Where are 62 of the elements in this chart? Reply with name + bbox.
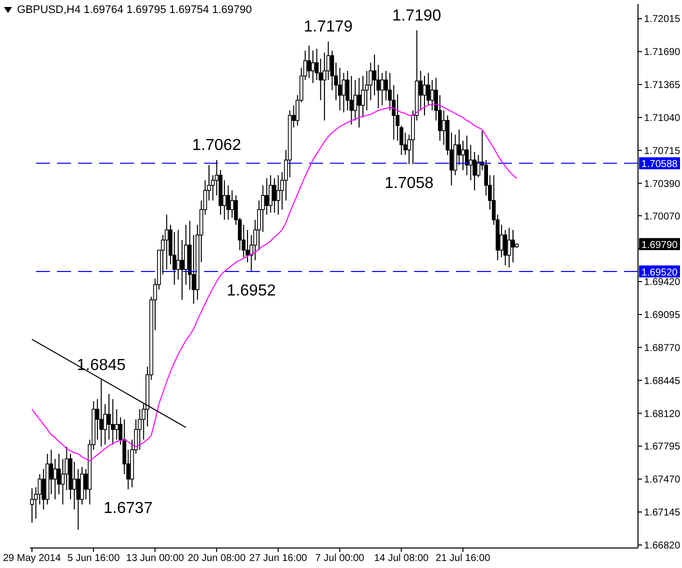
candlestick — [461, 140, 465, 171]
y-tick-label: 1.70390 — [644, 178, 681, 190]
candlestick — [114, 408, 119, 440]
y-tick-label: 1.68445 — [644, 376, 681, 387]
y-tick-label: 1.66820 — [644, 540, 681, 552]
candlestick — [357, 77, 361, 128]
annotation: 1.6952 — [226, 282, 276, 300]
y-tick-label: 1.71040 — [644, 113, 681, 124]
y-tick-label: 1.70070 — [644, 211, 681, 222]
candlestick — [246, 229, 250, 263]
y-tick-label: 1.71365 — [644, 80, 681, 92]
x-tick-label: 5 Jun 16:00 — [67, 553, 120, 564]
candlestick — [507, 227, 512, 268]
text: 1.69790 — [641, 240, 678, 252]
candlestick — [349, 75, 354, 126]
y-tick-label: 1.69095 — [644, 310, 681, 322]
candlestick — [338, 67, 342, 111]
candlestick — [268, 174, 272, 214]
candlestick — [342, 72, 346, 113]
candlestick — [176, 229, 180, 280]
candlestick — [107, 394, 111, 440]
x-tick-label: 20 Jun 08:00 — [188, 553, 246, 564]
candlestick — [311, 50, 315, 84]
candlestick — [503, 229, 508, 266]
annotation: 1.6737 — [104, 500, 153, 518]
annotation: 1.7062 — [192, 137, 242, 154]
y-tick-label: 1.72015 — [644, 14, 681, 26]
annotation: 1.6845 — [76, 356, 126, 374]
candlestick — [511, 229, 515, 263]
y-tick-label: 1.67470 — [644, 474, 681, 486]
annotation: 1.7179 — [304, 18, 353, 36]
y-tick-label: 1.69420 — [644, 277, 681, 288]
y-tick-label: 1.68120 — [644, 408, 681, 420]
annotation: 1.7190 — [392, 7, 442, 24]
candlestick — [272, 178, 276, 214]
candlestick — [430, 79, 434, 111]
ref-line-label: 1.69520 — [641, 267, 678, 278]
candlestick — [226, 184, 230, 220]
y-tick-label: 1.67145 — [644, 508, 681, 519]
candlestick — [30, 488, 34, 524]
x-tick-label: 13 Jun 00:00 — [126, 553, 184, 564]
candlestick — [264, 178, 269, 216]
x-tick-label: 14 Jul 08:00 — [374, 553, 430, 564]
y-tick-label: 1.68770 — [644, 342, 681, 354]
ref-line-label: 1.70588 — [641, 159, 678, 170]
x-tick-label: 7 Jul 00:00 — [315, 553, 365, 564]
chart-title: GBPUSD,H4 1.69764 1.69795 1.69754 1.69790 — [17, 4, 252, 16]
candlestick — [72, 461, 76, 510]
annotation: 1.7058 — [384, 175, 434, 192]
candlestick — [380, 72, 384, 106]
y-tick-label: 1.71690 — [644, 47, 681, 58]
candlestick — [53, 458, 57, 500]
candlestick — [230, 190, 234, 218]
candlestick — [276, 174, 280, 216]
candlestick — [422, 75, 426, 116]
x-tick-label: 27 Jun 16:00 — [249, 553, 308, 564]
candlestick — [468, 144, 473, 181]
y-tick-label: 1.67795 — [644, 442, 681, 453]
x-tick-label: 21 Jul 16:00 — [436, 553, 491, 564]
candlestick — [180, 240, 184, 300]
x-tick-label: 29 May 2014 — [3, 553, 62, 564]
y-tick-label: 1.70715 — [644, 146, 681, 157]
